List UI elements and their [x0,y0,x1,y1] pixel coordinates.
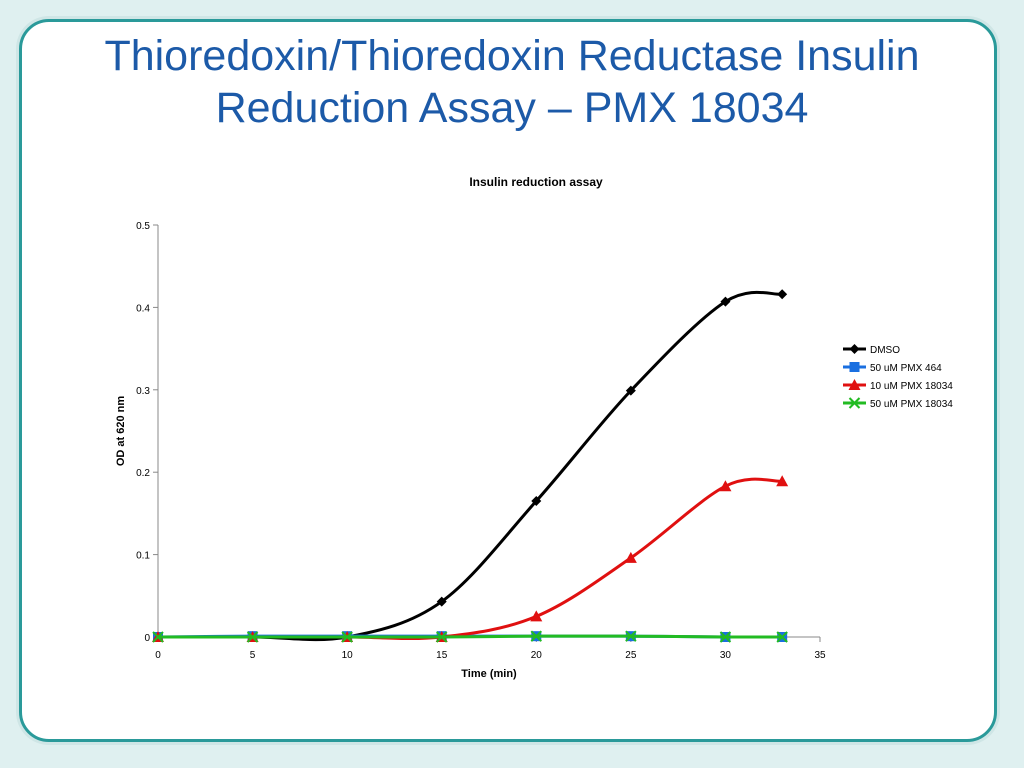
data-point [530,610,543,622]
x-stroke [625,630,637,642]
series-dmso [153,289,788,642]
series-line [158,634,783,639]
data-point [719,631,732,643]
data-point [719,480,732,492]
data-point [624,551,637,563]
y-tick-label: 0 [144,633,150,644]
legend-item: 50 uM PMX 464 [843,362,942,374]
data-point [625,630,637,642]
x-tick-label: 0 [155,650,161,661]
data-point [777,289,788,300]
series-line [158,477,783,641]
x-stroke [436,631,448,643]
legend-label: 50 uM PMX 18034 [870,399,953,410]
y-tick-label: 0.2 [136,468,150,479]
x-stroke [719,631,732,643]
legend-item: DMSO [843,344,900,356]
data-point [531,496,542,507]
legend-marker [848,397,861,409]
data-point [530,630,542,642]
x-stroke [341,631,353,643]
legend-label: DMSO [870,345,900,356]
y-tick-label: 0.3 [136,386,150,397]
chart-title: Insulin reduction assay [469,175,603,189]
data-point [776,631,788,643]
data-point [720,296,731,307]
slide-title: Thioredoxin/Thioredoxin Reductase Insuli… [104,32,920,132]
x-stroke [530,630,542,642]
x-tick-label: 5 [250,650,256,661]
x-stroke [246,631,259,643]
data-point [436,596,447,607]
x-tick-label: 25 [625,650,637,661]
series-10-um-pmx-18034 [152,475,789,642]
y-axis-label: OD at 620 nm [115,396,127,467]
legend-marker [848,379,861,390]
legend-marker [849,344,860,354]
legend-marker [849,362,860,372]
legend: DMSO 50 uM PMX 464 10 uM PMX 18034 50 uM PM… [843,344,953,410]
data-point [436,631,448,643]
legend-item: 50 uM PMX 18034 [843,397,953,410]
data-point [625,385,636,396]
x-tick-label: 15 [436,650,448,661]
x-tick-label: 35 [814,650,826,661]
data-point [152,631,164,643]
x-tick-label: 10 [342,650,354,661]
x-axis-label: Time (min) [461,668,517,680]
data-point [776,475,789,487]
x-stroke [152,631,164,643]
x-stroke [848,397,861,409]
y-tick-label: 0.1 [136,551,150,562]
series-line [158,290,783,642]
legend-label: 50 uM PMX 464 [870,363,942,374]
y-tick-label: 0.4 [136,303,150,314]
data-point [246,631,259,643]
legend-item: 10 uM PMX 18034 [843,379,953,392]
slide-frame [19,19,997,742]
y-tick-label: 0.5 [136,221,150,232]
legend-label: 10 uM PMX 18034 [870,381,953,392]
data-point [341,631,353,643]
x-tick-label: 20 [531,650,543,661]
series-50-um-pmx-18034 [152,630,788,643]
x-tick-label: 30 [720,650,732,661]
x-stroke [776,631,788,643]
